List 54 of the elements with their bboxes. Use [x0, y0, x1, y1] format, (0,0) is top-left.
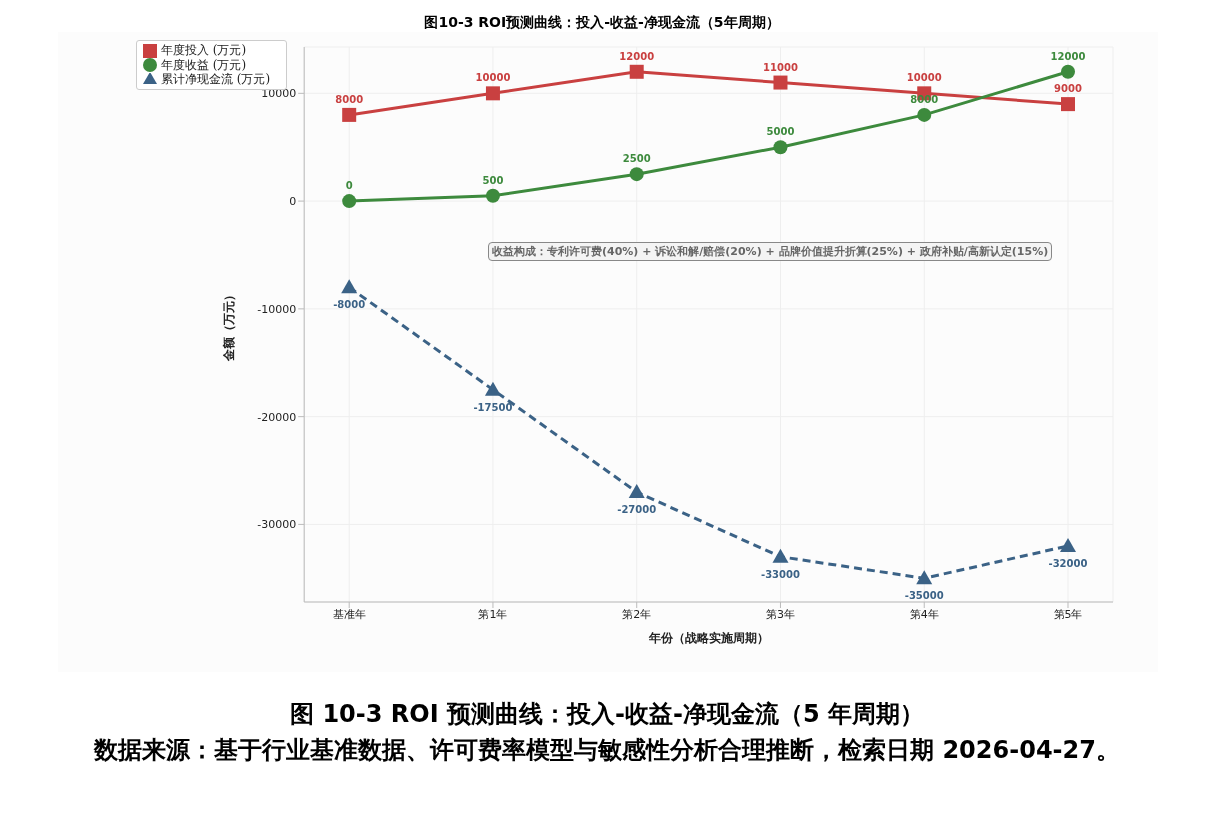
data-label: -33000	[761, 568, 800, 580]
data-label: 10000	[906, 72, 942, 84]
chart-title: 图10-3 ROI预测曲线：投入-收益-净现金流（5年周期）	[423, 14, 781, 32]
point	[772, 548, 789, 563]
point	[342, 107, 357, 122]
point	[916, 570, 933, 585]
x-tick-label: 基准年	[332, 607, 366, 621]
caption: 图 10-3 ROI 预测曲线：投入-收益-净现金流（5 年周期）	[289, 699, 925, 730]
data-label: 0	[345, 180, 353, 192]
data-label: 8000	[910, 93, 939, 105]
x-axis-title: 年份（战略实施周期）	[647, 631, 769, 645]
y-tick-label: -10000	[257, 302, 297, 316]
y-tick-label: -30000	[257, 518, 297, 532]
data-label: -27000	[617, 504, 657, 516]
source-note: 数据来源：基于行业基准数据、许可费率模型与敏感性分析合理推断，检索日期 2026-04-27。	[92, 735, 1121, 766]
data-label: 12000	[619, 50, 655, 62]
data-label: 9000	[1054, 83, 1082, 95]
data-label: -8000	[333, 299, 366, 311]
point	[484, 381, 501, 396]
data-label: 8000	[335, 93, 364, 105]
point	[1061, 97, 1075, 112]
data-label: 2500	[622, 153, 651, 165]
x-tick-label: 第1年	[478, 607, 508, 621]
data-label: -17500	[473, 401, 513, 413]
point	[629, 64, 644, 79]
point	[917, 107, 932, 122]
x-tick-label: 第3年	[765, 607, 795, 621]
data-label: 5000	[766, 126, 795, 138]
point	[1060, 537, 1076, 552]
legend-label: 年度收益 (万元)	[161, 57, 247, 72]
point	[1061, 64, 1075, 79]
legend-label: 年度投入 (万元)	[161, 43, 247, 57]
x-tick-label: 第4年	[909, 607, 939, 621]
point	[628, 484, 645, 499]
point	[773, 140, 788, 155]
data-label: -32000	[1048, 557, 1088, 569]
y-tick-label: -20000	[257, 410, 297, 424]
annotation: 收益构成：专利许可费(40%) + 诉讼和解/赔偿(20%) + 品牌价值提升折算(25%) + 政府补贴/高新认定(15%)	[488, 242, 1053, 261]
x-tick-label: 第5年	[1053, 607, 1083, 621]
y-axis-title: 金额（万元）	[222, 288, 237, 362]
y-tick-label: 0	[289, 195, 297, 209]
data-label: 500	[482, 174, 504, 186]
point	[773, 75, 788, 90]
point	[485, 86, 500, 101]
point	[629, 167, 644, 182]
point	[341, 279, 358, 294]
point	[485, 188, 500, 203]
data-label: 10000	[475, 72, 511, 84]
data-label: -35000	[904, 590, 944, 602]
data-label: 11000	[763, 61, 798, 73]
point	[342, 194, 357, 209]
data-label: 12000	[1050, 50, 1086, 62]
legend-label: 累计净现金流 (万元)	[161, 72, 271, 86]
x-tick-label: 第2年	[622, 607, 652, 621]
